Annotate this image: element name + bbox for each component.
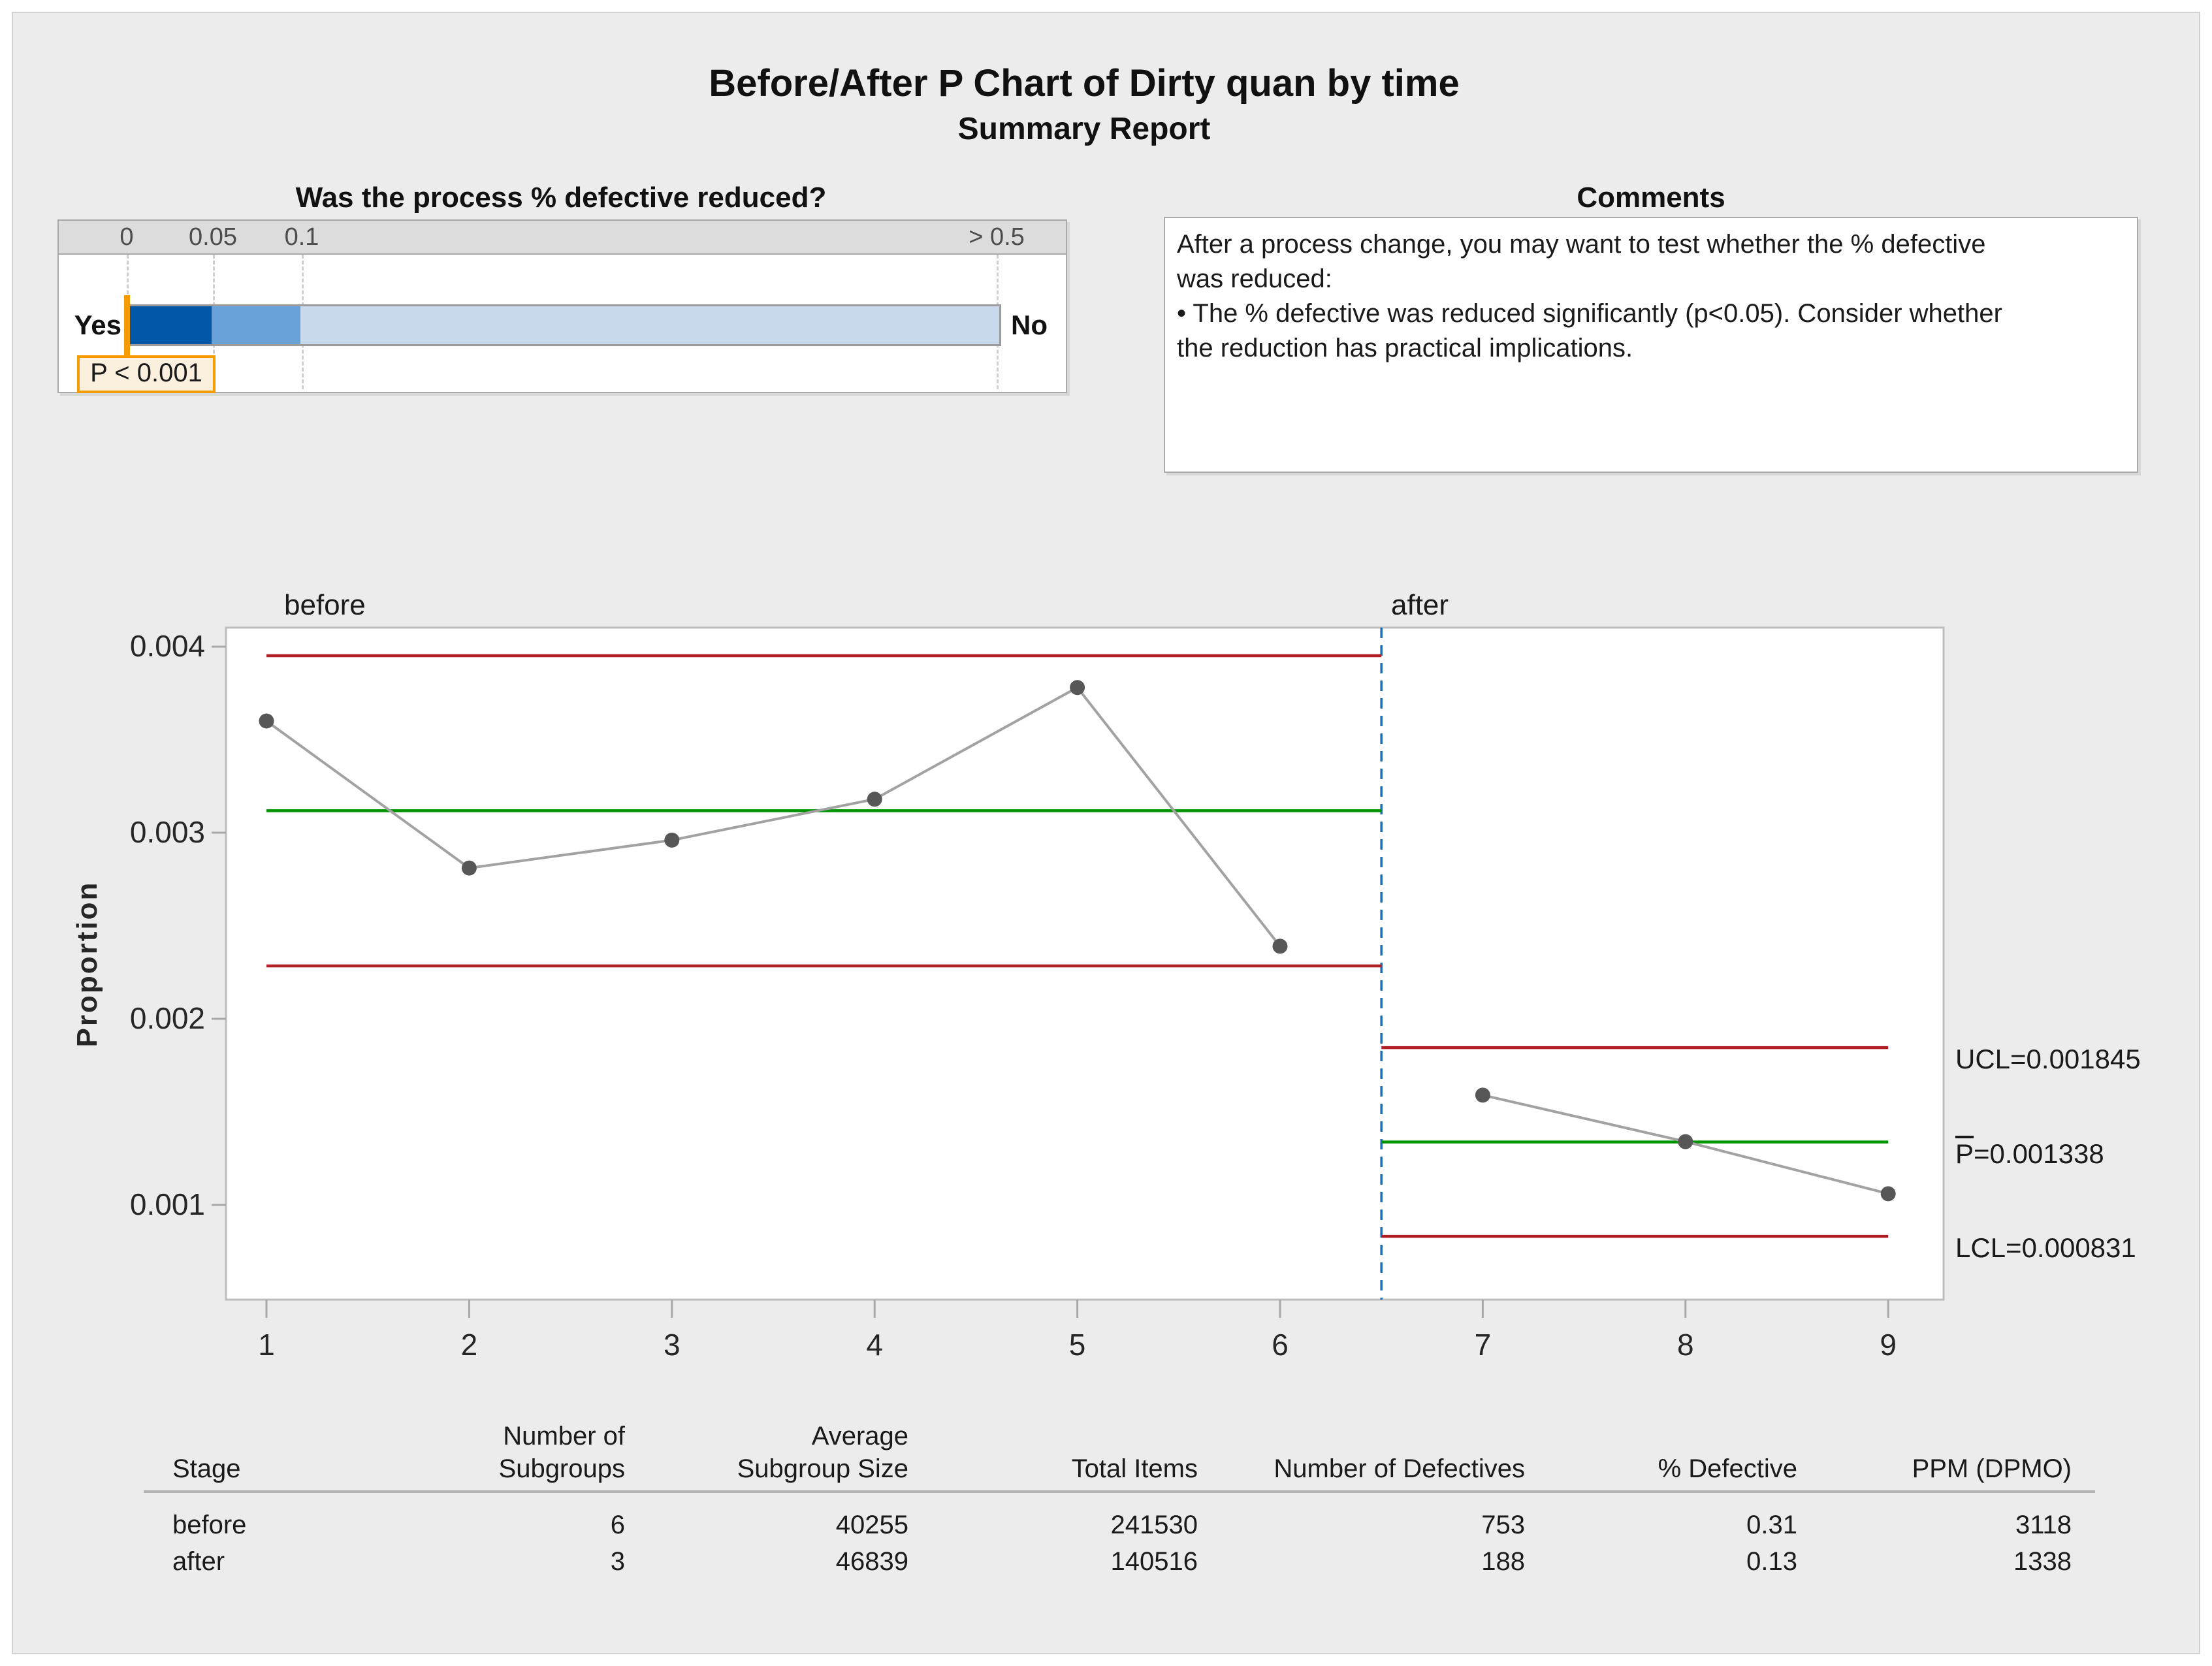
- table-cell: 188: [1481, 1547, 1525, 1576]
- comments-box: After a process change, you may want to …: [1164, 217, 2138, 473]
- table-cell: 46839: [835, 1547, 908, 1576]
- x-tick-label: 1: [258, 1328, 275, 1362]
- table-cell: after: [172, 1547, 225, 1576]
- x-tick-label: 8: [1677, 1328, 1694, 1362]
- table-cell: 6: [610, 1511, 625, 1539]
- ucl-annotation: UCL=0.001845: [1955, 1044, 2141, 1075]
- gauge-no-label: No: [1011, 310, 1048, 340]
- table-header-number-of-subgroups: Number of Subgroups: [498, 1422, 625, 1483]
- table-header-number-of-defectives: Number of Defectives: [1274, 1454, 1525, 1483]
- gauge-bar: [125, 304, 1001, 346]
- table-cell: 40255: [835, 1511, 908, 1539]
- data-point-4: [867, 792, 882, 807]
- stage-label-before: before: [284, 589, 366, 621]
- y-axis-title: Proportion: [71, 880, 103, 1048]
- x-tick-label: 6: [1272, 1328, 1289, 1362]
- data-point-2: [461, 860, 477, 876]
- p-value-badge: P < 0.001: [77, 355, 216, 393]
- table-cell: 140516: [1110, 1547, 1198, 1576]
- gauge-scale-005: 0.05: [189, 223, 237, 251]
- gauge-scale-strip: [59, 221, 1066, 255]
- plot-area: [225, 626, 1945, 1301]
- table-cell: before: [172, 1511, 247, 1539]
- table-header-ppm-dpmo: PPM (DPMO): [1912, 1454, 2072, 1483]
- y-tick-label: 0.002: [130, 1001, 205, 1035]
- gauge-segment-significant: [125, 306, 212, 344]
- table-cell: 241530: [1110, 1511, 1198, 1539]
- page-title: Before/After P Chart of Dirty quan by ti…: [709, 62, 1460, 104]
- page-subtitle: Summary Report: [957, 112, 1211, 146]
- x-tick-label: 2: [461, 1328, 478, 1362]
- comment-line: After a process change, you may want to …: [1177, 230, 1986, 259]
- table-cell: 3118: [2015, 1511, 2072, 1539]
- x-tick-label: 4: [866, 1328, 883, 1362]
- gauge-segment-marginal: [212, 306, 300, 344]
- comment-line: was reduced:: [1177, 264, 1332, 293]
- p-value-marker-line: [124, 295, 130, 358]
- table-header-rule: [144, 1490, 2095, 1493]
- data-point-8: [1678, 1134, 1693, 1149]
- gauge-scale-05: > 0.5: [969, 223, 1025, 251]
- p-value-gauge: 0 0.05 0.1 > 0.5 Yes No P < 0.001: [57, 219, 1067, 393]
- y-tick-label: 0.004: [130, 629, 205, 663]
- gauge-scale-0: 0: [120, 223, 134, 251]
- comments-title: Comments: [1577, 182, 1725, 214]
- report-canvas: Before/After P Chart of Dirty quan by ti…: [12, 12, 2200, 1654]
- x-tick-label: 5: [1069, 1328, 1086, 1362]
- data-point-5: [1070, 680, 1085, 696]
- x-tick-label: 7: [1475, 1328, 1492, 1362]
- table-header-total-items: Total Items: [1071, 1454, 1198, 1483]
- gauge-segment-not-significant: [300, 306, 999, 344]
- table-cell: 753: [1481, 1511, 1525, 1539]
- data-line-before: [265, 686, 1281, 948]
- y-tick-label: 0.001: [130, 1187, 205, 1221]
- gauge-question: Was the process % defective reduced?: [295, 182, 827, 214]
- center-line-value: =0.001338: [1974, 1138, 2104, 1169]
- table-cell: 1338: [2013, 1547, 2072, 1576]
- data-point-1: [259, 713, 274, 729]
- stage-label-after: after: [1391, 589, 1449, 621]
- table-cell: 0.13: [1746, 1547, 1797, 1576]
- table-header-stage: Stage: [172, 1454, 241, 1483]
- y-tick-label: 0.003: [130, 815, 205, 849]
- x-tick-label: 9: [1880, 1328, 1897, 1362]
- table-cell: 0.31: [1746, 1511, 1797, 1539]
- table-header-average-subgroup-size: Average Subgroup Size: [737, 1422, 908, 1483]
- table-header-percent-defective: % Defective: [1658, 1454, 1797, 1483]
- gauge-scale-01: 0.1: [284, 223, 319, 251]
- data-point-7: [1475, 1087, 1490, 1103]
- gauge-yes-label: Yes: [74, 310, 121, 340]
- p-bar-symbol: P: [1955, 1138, 1974, 1169]
- comment-line: the reduction has practical implications…: [1177, 334, 1633, 362]
- comment-line: • The % defective was reduced significan…: [1177, 299, 2002, 328]
- center-line-annotation: P=0.001338: [1955, 1137, 2212, 1171]
- lcl-annotation: LCL=0.000831: [1955, 1232, 2136, 1264]
- data-point-6: [1272, 938, 1288, 954]
- table-cell: 3: [610, 1547, 625, 1576]
- data-point-9: [1880, 1186, 1896, 1202]
- data-point-3: [664, 832, 680, 848]
- p-chart: 0.001 0.002 0.003 0.004 1 2 3 4 5 6 7 8 9: [130, 626, 1945, 1362]
- x-tick-label: 3: [664, 1328, 681, 1362]
